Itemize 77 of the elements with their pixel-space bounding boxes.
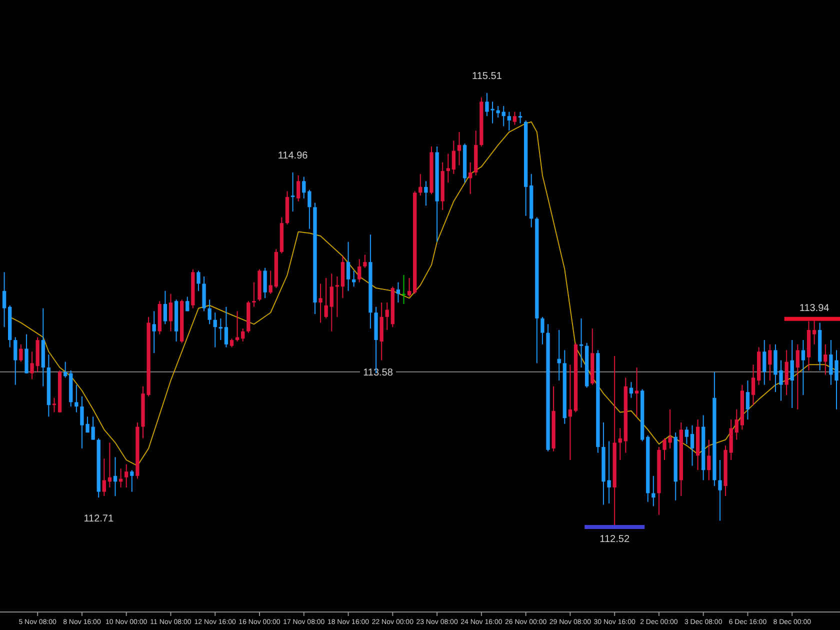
annotation: 115.51 xyxy=(472,71,502,82)
candlestick xyxy=(824,344,828,376)
candlestick xyxy=(168,293,173,332)
candlestick xyxy=(540,316,544,345)
candlestick xyxy=(14,336,18,386)
candlestick xyxy=(684,426,689,445)
candlestick xyxy=(268,270,272,294)
candlestick xyxy=(579,318,584,368)
candlestick xyxy=(363,254,367,268)
candlestick xyxy=(308,189,312,230)
candlestick xyxy=(634,367,639,418)
candlestick xyxy=(746,380,750,420)
ref-line-label: 113.58 xyxy=(363,367,394,378)
candlestick xyxy=(801,340,806,396)
candlestick xyxy=(768,344,772,382)
candlestick xyxy=(102,458,106,497)
candlestick xyxy=(213,312,217,348)
candlestick xyxy=(208,299,212,325)
annotation: 112.52 xyxy=(600,534,630,545)
candlestick xyxy=(241,328,245,342)
candlestick xyxy=(296,174,300,202)
candlestick xyxy=(330,273,334,332)
candlestick xyxy=(790,340,794,408)
candlestick xyxy=(446,153,450,184)
candlestick xyxy=(358,258,362,283)
candlestick xyxy=(30,351,34,380)
candlestick xyxy=(346,241,350,292)
candlestick xyxy=(507,111,511,132)
candlestick xyxy=(52,397,56,413)
annotation: 114.96 xyxy=(278,150,308,162)
candlestick xyxy=(186,296,190,312)
candlestick xyxy=(734,408,738,440)
candlestick xyxy=(402,274,406,304)
candlestick xyxy=(396,282,400,303)
candlestick xyxy=(652,475,656,507)
candlestick xyxy=(324,277,328,319)
candlestick xyxy=(784,350,788,396)
candlestick xyxy=(690,424,694,466)
annotation: 112.71 xyxy=(84,514,114,525)
candlestick xyxy=(468,162,472,195)
candlestick xyxy=(452,140,456,174)
candlestick xyxy=(196,270,200,292)
candlestick xyxy=(2,272,6,328)
candlestick xyxy=(124,464,128,488)
candlestick xyxy=(163,290,168,325)
candlestick xyxy=(263,267,267,299)
candlestick xyxy=(290,172,295,212)
candlestick xyxy=(762,340,766,386)
candlestick xyxy=(224,306,228,348)
candlestick xyxy=(352,270,356,288)
candlestick xyxy=(113,456,118,497)
candlestick xyxy=(718,459,722,522)
candlestick xyxy=(152,310,156,354)
candlestick xyxy=(812,319,816,345)
candlestick xyxy=(424,180,428,206)
candlestick xyxy=(568,364,572,460)
candlestick xyxy=(252,282,256,308)
candlestick xyxy=(318,283,322,324)
candlestick xyxy=(457,132,462,166)
candlestick xyxy=(418,173,422,196)
candlestick xyxy=(407,277,412,298)
candlestick xyxy=(496,106,500,118)
candlestick xyxy=(751,364,756,406)
candlestick xyxy=(518,111,522,124)
candlestick xyxy=(629,381,634,398)
candlestick xyxy=(19,344,23,362)
candlestick xyxy=(796,344,800,410)
candlestick xyxy=(385,302,389,330)
candlestick xyxy=(235,310,240,342)
candlestick xyxy=(130,470,134,492)
annotation: 113.94 xyxy=(799,302,830,314)
candlestick xyxy=(218,318,223,341)
candlestick xyxy=(707,439,711,481)
candlestick xyxy=(302,176,306,199)
candlestick xyxy=(512,111,517,126)
candlestick xyxy=(74,384,78,413)
candlestick xyxy=(335,276,340,318)
